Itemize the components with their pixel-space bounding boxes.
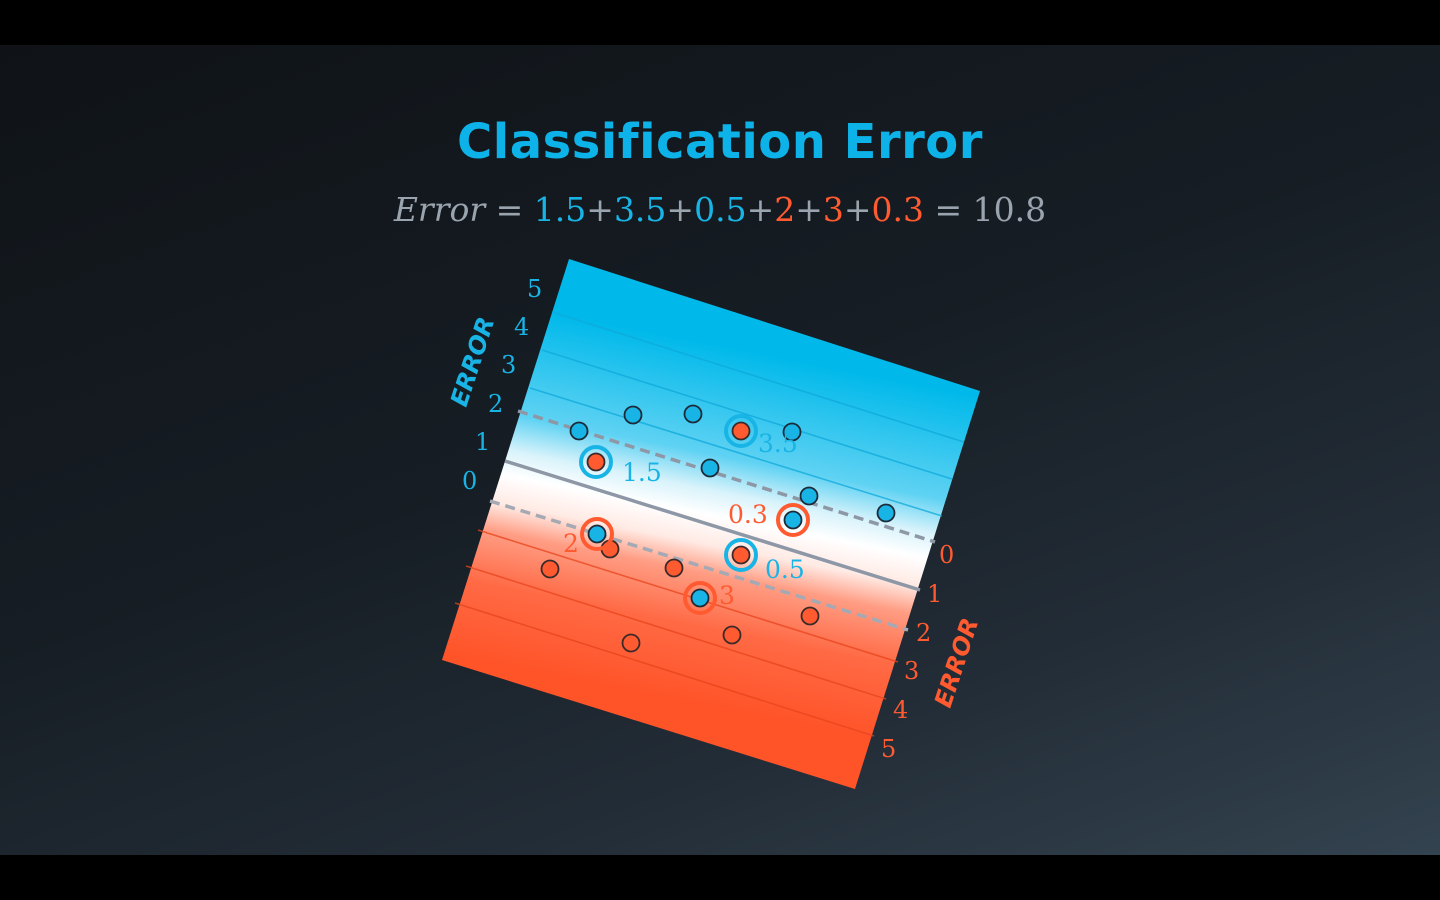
red-tick-1: 1 (927, 580, 942, 608)
letterbox-bottom (0, 855, 1440, 900)
blue-points (569, 404, 896, 523)
blue-point (782, 422, 802, 442)
misclassified-blue-point-1 (776, 503, 810, 537)
equation-term-6: 0.3 (871, 190, 925, 229)
red-point (664, 558, 684, 578)
blue-point (569, 421, 589, 441)
misclassified-points (579, 414, 810, 615)
equation-term-1: 1.5 (533, 190, 587, 229)
blue-tick-0: 0 (462, 467, 477, 495)
equation-term-2: 3.5 (613, 190, 667, 229)
red-tick-2: 2 (916, 619, 931, 647)
misclassified-red-point-3 (724, 538, 758, 572)
equation-plus-2: + (666, 190, 695, 229)
blue-point (683, 404, 703, 424)
misclassified-red-point-2 (579, 445, 613, 479)
red-margin-line (489, 499, 909, 632)
red-point (800, 606, 820, 626)
red-point (621, 633, 641, 653)
blue-tick-3: 3 (501, 351, 516, 379)
equation-term-3: 0.5 (694, 190, 747, 229)
error-label-0-5: 0.5 (765, 555, 805, 584)
blue-tick-4: 4 (514, 313, 529, 341)
red-axis-ticks: 0 1 2 3 4 5 (881, 541, 954, 763)
equation-plus-4: + (795, 190, 823, 229)
error-equation: Error = 1.5+3.5+0.5+2+3+0.3 = 10.8 (0, 190, 1440, 229)
blue-point (700, 458, 720, 478)
equation-term-5: 3 (822, 190, 844, 229)
equation-equals: = (495, 190, 524, 229)
error-label-0-3: 0.3 (728, 500, 768, 529)
equation-plus-5: + (843, 190, 872, 229)
blue-error-lines (529, 311, 965, 517)
blue-point (799, 486, 819, 506)
red-point (540, 559, 560, 579)
equation-plus-1: + (586, 190, 614, 229)
red-points (540, 539, 820, 653)
misclassified-blue-point-2 (580, 517, 614, 551)
blue-tick-5: 5 (527, 275, 542, 303)
error-label-3-5: 3.5 (758, 429, 798, 458)
blue-axis-ticks: 0 1 2 3 4 5 (462, 275, 542, 495)
misclassified-red-point-1 (724, 414, 758, 448)
slide-title: Classification Error (457, 114, 983, 170)
error-label-1-5: 1.5 (622, 458, 662, 487)
misclassified-blue-point-3 (683, 581, 717, 615)
decision-boundary-line (504, 459, 921, 592)
red-point (722, 625, 742, 645)
red-tick-0: 0 (939, 541, 954, 569)
red-axis-error-label: ERROR (929, 614, 984, 710)
equation-term-4: 2 (774, 190, 796, 229)
red-tick-5: 5 (881, 735, 896, 763)
blue-tick-1: 1 (475, 428, 490, 456)
red-error-lines (454, 529, 899, 737)
equation-total: 10.8 (972, 190, 1047, 229)
equation-lhs: Error (393, 190, 486, 229)
blue-point (876, 503, 896, 523)
error-label-2: 2 (563, 529, 579, 558)
blue-tick-2: 2 (488, 390, 503, 418)
red-tick-4: 4 (893, 696, 908, 724)
red-tick-3: 3 (904, 657, 919, 685)
equation-equals-2: = (934, 190, 963, 229)
letterbox-top (0, 0, 1440, 45)
error-label-3: 3 (719, 581, 735, 610)
equation-plus-3: + (746, 190, 775, 229)
blue-point (623, 405, 643, 425)
